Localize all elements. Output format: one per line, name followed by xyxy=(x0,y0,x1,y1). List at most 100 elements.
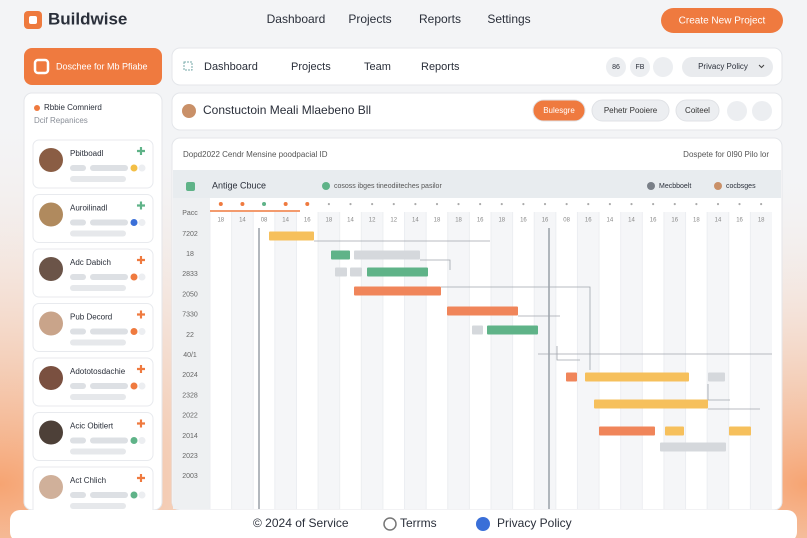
day-label: 16 xyxy=(520,218,527,224)
nav-link[interactable]: Dashboard xyxy=(267,12,326,26)
day-dot: ● xyxy=(479,201,482,207)
status-dot xyxy=(130,219,138,226)
icon-button[interactable] xyxy=(653,57,673,77)
status-dot xyxy=(130,382,138,390)
status-dot xyxy=(138,491,146,499)
day-dot: ● xyxy=(522,201,525,207)
day-dot: ● xyxy=(608,201,611,207)
icon-button[interactable] xyxy=(727,101,747,121)
task-bar[interactable] xyxy=(350,267,362,277)
grid-icon xyxy=(183,61,193,71)
task-bar[interactable] xyxy=(269,231,314,241)
day-label: 16 xyxy=(736,218,743,224)
task-bar[interactable] xyxy=(354,286,441,296)
gantt-title: Dopd2022 Cendr Mensine poodpacial ID xyxy=(183,150,328,159)
column-shade xyxy=(750,212,772,509)
sidebar-button[interactable] xyxy=(24,48,162,85)
placeholder xyxy=(70,176,126,182)
day-label: 12 xyxy=(390,218,397,224)
footer-link[interactable]: Terrms xyxy=(400,516,437,530)
legend-icon xyxy=(714,182,722,190)
nav-link[interactable]: Reports xyxy=(419,12,461,26)
column-shade xyxy=(707,212,729,509)
task-bar[interactable] xyxy=(367,267,428,277)
task-bar[interactable] xyxy=(331,250,350,260)
plus-icon: ✚ xyxy=(136,473,145,485)
icon-button[interactable] xyxy=(752,101,772,121)
placeholder xyxy=(70,274,86,280)
day-dot xyxy=(240,202,245,206)
project-button[interactable] xyxy=(591,99,670,122)
column-shade xyxy=(274,212,297,509)
day-label: 16 xyxy=(542,218,549,224)
subnav-link[interactable]: Reports xyxy=(421,61,460,73)
day-dot: ● xyxy=(760,201,763,207)
day-dot: ● xyxy=(716,201,719,207)
day-label: 08 xyxy=(563,218,570,224)
task-bar[interactable] xyxy=(487,325,538,335)
row-label: 2003 xyxy=(182,473,198,480)
task-bar[interactable] xyxy=(566,372,577,382)
task-bar[interactable] xyxy=(585,372,689,382)
plus-icon: ✚ xyxy=(136,146,145,158)
subnav-link[interactable]: Projects xyxy=(291,61,331,73)
day-label: 14 xyxy=(347,218,354,224)
person-name: Acic Obitlert xyxy=(70,422,114,431)
toolbar-icon xyxy=(186,182,195,191)
task-bar[interactable] xyxy=(335,267,347,277)
task-bar[interactable] xyxy=(472,325,483,335)
task-bar[interactable] xyxy=(729,426,751,436)
logo: Buildwise xyxy=(48,9,127,28)
day-dot: ● xyxy=(349,201,352,207)
day-label: 18 xyxy=(498,218,505,224)
task-bar[interactable] xyxy=(447,306,518,316)
status-dot xyxy=(130,164,138,172)
day-label: 14 xyxy=(282,218,289,224)
person-avatar xyxy=(39,148,63,172)
task-bar[interactable] xyxy=(594,399,708,409)
project-button-label: Coiteel xyxy=(685,106,710,115)
placeholder xyxy=(90,219,128,226)
day-label: 16 xyxy=(650,218,657,224)
nav-link[interactable]: Settings xyxy=(487,12,530,26)
column-shade xyxy=(231,212,254,509)
subnav-link[interactable]: Dashboard xyxy=(204,61,258,73)
nav-link[interactable]: Projects xyxy=(348,12,391,26)
icon-button[interactable] xyxy=(630,57,650,77)
dependency-line xyxy=(707,384,730,401)
placeholder xyxy=(90,383,128,389)
placeholder xyxy=(70,383,86,389)
row-label: 2328 xyxy=(182,392,198,399)
dropdown[interactable] xyxy=(682,57,773,77)
subnav-link[interactable]: Team xyxy=(364,61,391,73)
column-shade xyxy=(663,212,686,509)
placeholder xyxy=(70,492,86,498)
gantt-toolbar xyxy=(173,170,781,198)
task-bar[interactable] xyxy=(599,426,655,436)
project-button[interactable] xyxy=(675,99,720,122)
placeholder xyxy=(70,328,86,335)
row-label: 18 xyxy=(186,251,194,258)
task-bar[interactable] xyxy=(660,442,726,452)
task-bar[interactable] xyxy=(354,250,420,260)
row-label: 2022 xyxy=(182,413,198,420)
toolbar-label: Antige Cbuce xyxy=(212,180,266,190)
chevron xyxy=(758,64,765,69)
status-dot xyxy=(138,437,146,444)
day-dot: ● xyxy=(695,201,698,207)
column-shade xyxy=(620,212,643,509)
footer-link[interactable]: © 2024 of Service xyxy=(253,516,349,530)
cta-button[interactable] xyxy=(661,8,783,33)
status-dot xyxy=(138,328,146,335)
column-shade xyxy=(404,212,427,509)
task-bar[interactable] xyxy=(708,372,725,382)
footer-link[interactable]: Privacy Policy xyxy=(497,516,572,530)
icon-button[interactable] xyxy=(606,57,626,77)
day-label: 14 xyxy=(239,218,246,224)
day-label: 18 xyxy=(758,218,765,224)
day-dot: ● xyxy=(392,201,395,207)
project-button[interactable] xyxy=(532,99,586,122)
task-bar[interactable] xyxy=(665,426,684,436)
day-dot: ● xyxy=(673,201,676,207)
person-avatar xyxy=(39,475,63,499)
